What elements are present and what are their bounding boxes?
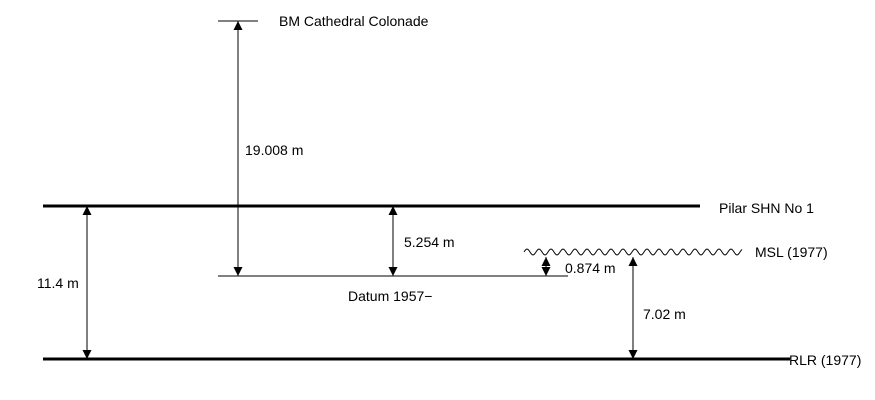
bm-label: BM Cathedral Colonade [279, 13, 429, 29]
rlr-label: RLR (1977) [789, 352, 861, 368]
rlr-to-msl-value: 7.02 m [643, 306, 686, 322]
pilar-label: Pilar SHN No 1 [719, 200, 814, 216]
pilar-to-datum-value: 5.254 m [404, 234, 455, 250]
msl-wavy-line [523, 248, 743, 256]
datum-label: Datum 1957− [348, 288, 432, 304]
pilar-to-rlr-value: 11.4 m [37, 275, 79, 291]
bm-to-datum-value: 19.008 m [245, 142, 303, 158]
datum-to-msl-value: 0.874 m [565, 260, 616, 276]
msl-label: MSL (1977) [755, 244, 828, 260]
